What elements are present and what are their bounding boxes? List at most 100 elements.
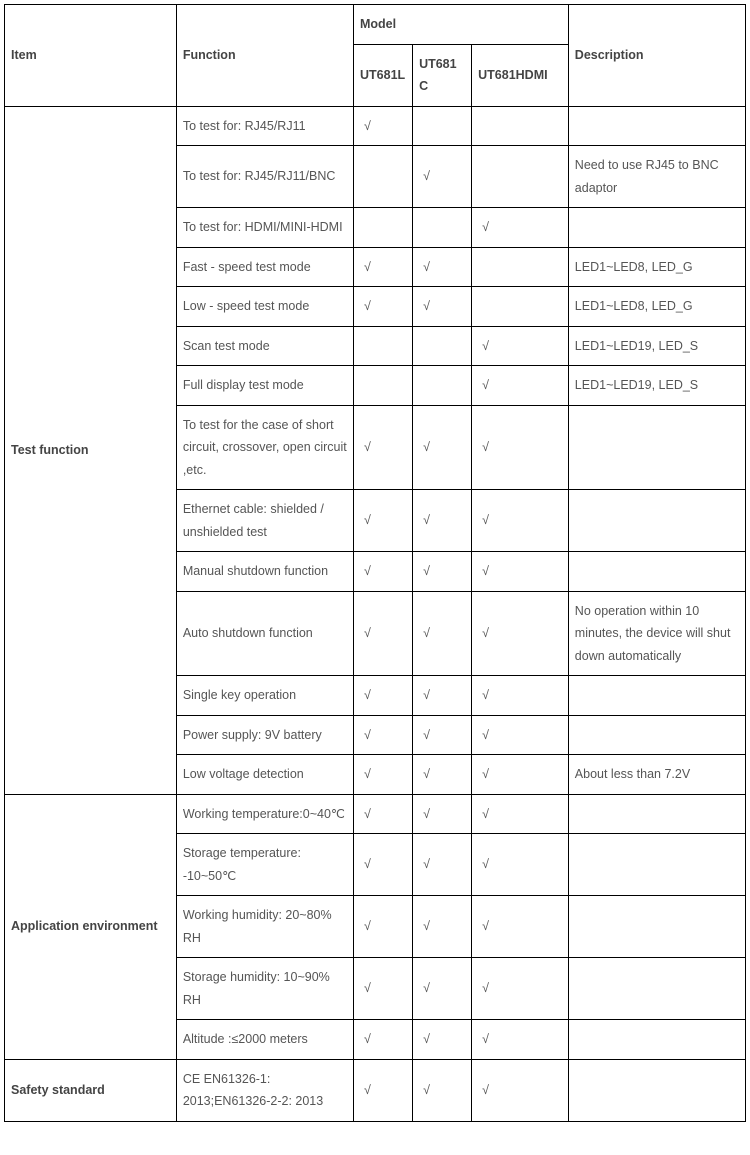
header-model: Model bbox=[354, 5, 569, 45]
model-check-cell: √ bbox=[472, 1059, 569, 1121]
model-check-cell: √ bbox=[354, 1059, 413, 1121]
description-cell: LED1~LED19, LED_S bbox=[568, 326, 745, 366]
function-cell: Scan test mode bbox=[176, 326, 353, 366]
function-cell: Fast - speed test mode bbox=[176, 247, 353, 287]
model-check-cell: √ bbox=[354, 490, 413, 552]
model-check-cell bbox=[413, 208, 472, 248]
table-row: Safety standardCE EN61326-1: 2013;EN6132… bbox=[5, 1059, 746, 1121]
description-cell bbox=[568, 715, 745, 755]
model-check-cell: √ bbox=[413, 1059, 472, 1121]
function-cell: Low - speed test mode bbox=[176, 287, 353, 327]
header-function: Function bbox=[176, 5, 353, 107]
model-check-cell: √ bbox=[472, 490, 569, 552]
model-check-cell: √ bbox=[472, 1020, 569, 1060]
function-cell: To test for: RJ45/RJ11/BNC bbox=[176, 146, 353, 208]
header-description: Description bbox=[568, 5, 745, 107]
description-cell bbox=[568, 106, 745, 146]
function-cell: To test for: HDMI/MINI-HDMI bbox=[176, 208, 353, 248]
description-cell bbox=[568, 834, 745, 896]
item-cell: Test function bbox=[5, 106, 177, 794]
model-check-cell bbox=[413, 106, 472, 146]
spec-table: Item Function Model Description UT681L U… bbox=[4, 4, 746, 1122]
model-check-cell: √ bbox=[354, 405, 413, 490]
description-cell: Need to use RJ45 to BNC adaptor bbox=[568, 146, 745, 208]
model-check-cell: √ bbox=[472, 715, 569, 755]
model-check-cell: √ bbox=[472, 366, 569, 406]
description-cell bbox=[568, 552, 745, 592]
model-check-cell: √ bbox=[354, 834, 413, 896]
model-check-cell: √ bbox=[413, 896, 472, 958]
description-cell bbox=[568, 896, 745, 958]
function-cell: Working humidity: 20~80% RH bbox=[176, 896, 353, 958]
model-check-cell: √ bbox=[472, 958, 569, 1020]
model-check-cell: √ bbox=[472, 326, 569, 366]
description-cell bbox=[568, 1020, 745, 1060]
model-check-cell: √ bbox=[354, 715, 413, 755]
model-check-cell bbox=[354, 366, 413, 406]
function-cell: CE EN61326-1: 2013;EN61326-2-2: 2013 bbox=[176, 1059, 353, 1121]
model-check-cell: √ bbox=[472, 591, 569, 676]
model-check-cell: √ bbox=[354, 896, 413, 958]
model-check-cell bbox=[413, 326, 472, 366]
model-check-cell: √ bbox=[472, 676, 569, 716]
function-cell: To test for: RJ45/RJ11 bbox=[176, 106, 353, 146]
model-check-cell: √ bbox=[413, 591, 472, 676]
model-check-cell bbox=[354, 208, 413, 248]
model-check-cell bbox=[354, 326, 413, 366]
model-check-cell: √ bbox=[413, 287, 472, 327]
item-cell: Application environment bbox=[5, 794, 177, 1059]
function-cell: Manual shutdown function bbox=[176, 552, 353, 592]
model-check-cell: √ bbox=[354, 1020, 413, 1060]
model-check-cell bbox=[472, 287, 569, 327]
header-model2: UT681C bbox=[413, 44, 472, 106]
model-check-cell: √ bbox=[413, 490, 472, 552]
model-check-cell bbox=[472, 247, 569, 287]
model-check-cell bbox=[472, 106, 569, 146]
model-check-cell: √ bbox=[413, 405, 472, 490]
model-check-cell: √ bbox=[413, 1020, 472, 1060]
description-cell: No operation within 10 minutes, the devi… bbox=[568, 591, 745, 676]
item-cell: Safety standard bbox=[5, 1059, 177, 1121]
description-cell bbox=[568, 958, 745, 1020]
model-check-cell bbox=[472, 146, 569, 208]
description-cell: LED1~LED19, LED_S bbox=[568, 366, 745, 406]
description-cell bbox=[568, 676, 745, 716]
description-cell bbox=[568, 490, 745, 552]
function-cell: Power supply: 9V battery bbox=[176, 715, 353, 755]
model-check-cell: √ bbox=[472, 755, 569, 795]
model-check-cell: √ bbox=[472, 896, 569, 958]
function-cell: Single key operation bbox=[176, 676, 353, 716]
model-check-cell: √ bbox=[354, 794, 413, 834]
description-cell: LED1~LED8, LED_G bbox=[568, 287, 745, 327]
function-cell: To test for the case of short circuit, c… bbox=[176, 405, 353, 490]
description-cell bbox=[568, 208, 745, 248]
model-check-cell: √ bbox=[413, 958, 472, 1020]
model-check-cell: √ bbox=[472, 405, 569, 490]
model-check-cell: √ bbox=[354, 552, 413, 592]
description-cell: LED1~LED8, LED_G bbox=[568, 247, 745, 287]
header-model3: UT681HDMI bbox=[472, 44, 569, 106]
function-cell: Ethernet cable: shielded / unshielded te… bbox=[176, 490, 353, 552]
table-header: Item Function Model Description UT681L U… bbox=[5, 5, 746, 107]
model-check-cell: √ bbox=[413, 755, 472, 795]
function-cell: Storage humidity: 10~90% RH bbox=[176, 958, 353, 1020]
table-body: Test functionTo test for: RJ45/RJ11√To t… bbox=[5, 106, 746, 1121]
model-check-cell: √ bbox=[413, 247, 472, 287]
model-check-cell: √ bbox=[472, 208, 569, 248]
function-cell: Working temperature:0~40℃ bbox=[176, 794, 353, 834]
model-check-cell: √ bbox=[354, 755, 413, 795]
model-check-cell: √ bbox=[354, 676, 413, 716]
model-check-cell: √ bbox=[472, 552, 569, 592]
function-cell: Altitude :≤2000 meters bbox=[176, 1020, 353, 1060]
function-cell: Full display test mode bbox=[176, 366, 353, 406]
model-check-cell: √ bbox=[413, 794, 472, 834]
model-check-cell: √ bbox=[413, 676, 472, 716]
description-cell: About less than 7.2V bbox=[568, 755, 745, 795]
function-cell: Auto shutdown function bbox=[176, 591, 353, 676]
model-check-cell: √ bbox=[354, 247, 413, 287]
model-check-cell bbox=[354, 146, 413, 208]
model-check-cell: √ bbox=[413, 715, 472, 755]
model-check-cell: √ bbox=[354, 591, 413, 676]
description-cell bbox=[568, 1059, 745, 1121]
model-check-cell: √ bbox=[354, 958, 413, 1020]
